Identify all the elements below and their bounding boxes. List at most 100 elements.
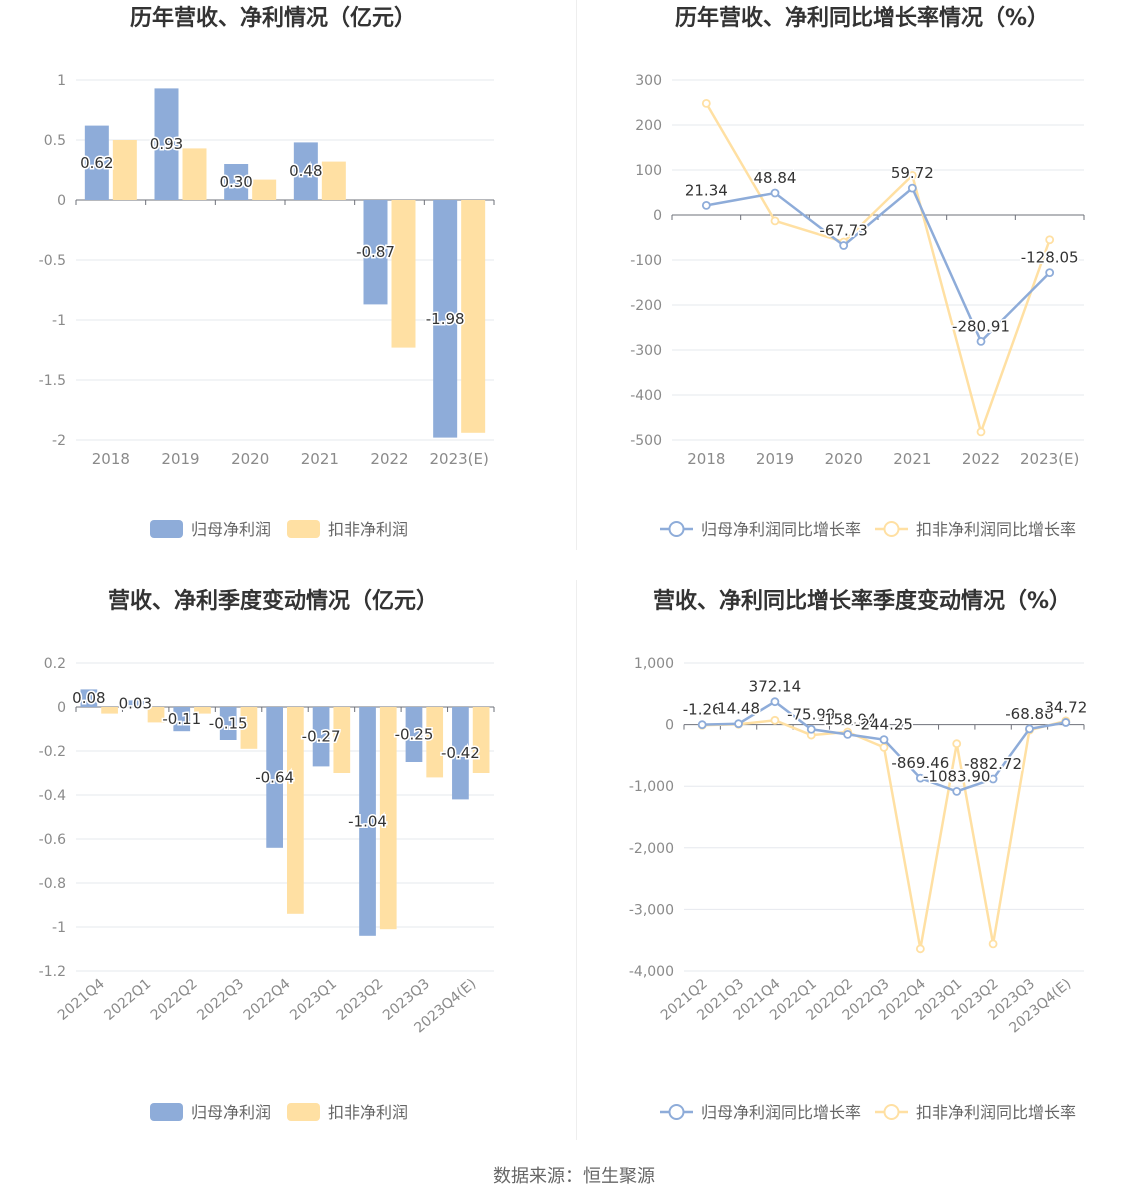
line-point: [1025, 724, 1034, 734]
bar-parent-net-profit: [80, 689, 98, 707]
data-label: -0.27: [302, 728, 341, 746]
bar-deducted-net-profit: [461, 200, 486, 433]
data-label: 0.30: [219, 173, 252, 191]
data-label: -68.86: [1005, 705, 1053, 723]
legend-label: 归母净利润: [191, 520, 271, 539]
bar-parent-net-profit: [452, 707, 469, 800]
data-label: -244.25: [855, 716, 913, 734]
legend-item: 归母净利润: [150, 1103, 271, 1122]
x-tick-label: 2021: [893, 450, 931, 468]
y-tick-label: -0.8: [39, 876, 66, 892]
x-tick-label: 2023(E): [429, 450, 488, 468]
data-label: 0.08: [72, 689, 105, 707]
data-label: 0.03: [119, 695, 152, 713]
line-point: [770, 188, 780, 198]
legend-item: 归母净利润同比增长率: [660, 520, 861, 539]
chart-title: 历年营收、净利同比增长率情况（%）: [675, 5, 1049, 31]
line-point: [879, 735, 889, 745]
data-label: -882.72: [964, 755, 1022, 773]
x-tick-label: 2022Q2: [148, 976, 201, 1024]
legend-swatch: [287, 1103, 320, 1121]
x-tick-label: 2018: [92, 450, 130, 468]
x-tick-label: 2020: [231, 450, 269, 468]
y-tick-label: 0.5: [44, 133, 66, 149]
y-tick-label: -1: [52, 920, 66, 936]
line-point: [879, 742, 889, 752]
chart-1: 历年营收、净利情况（亿元） 1 0.5 0 -0.5 -1 -1.5 -2 2018 2019 20…: [39, 5, 495, 539]
y-tick-label: -1,000: [629, 779, 674, 795]
legend-label: 扣非净利润: [328, 1103, 408, 1122]
legend-label: 扣非净利润同比增长率: [916, 1103, 1076, 1122]
bar-parent-net-profit: [126, 700, 144, 707]
chart-4: 营收、净利同比增长率季度变动情况（%） 1,000 0 -1,000 -2,000 -3,…: [629, 588, 1089, 1122]
data-label: -0.42: [441, 744, 480, 762]
data-label: -0.11: [162, 710, 201, 728]
data-label: -280.91: [952, 317, 1010, 335]
chart-title: 营收、净利季度变动情况（亿元）: [108, 588, 438, 614]
x-tick-label: 2022: [370, 450, 408, 468]
x-tick-label: 2023(E): [1020, 450, 1079, 468]
line-point: [907, 183, 917, 193]
line-point: [915, 944, 925, 954]
line-point: [770, 715, 780, 725]
x-tick-label: 2020: [825, 450, 863, 468]
y-tick-label: 0.2: [44, 656, 66, 672]
x-tick-label: 2022: [962, 450, 1000, 468]
y-tick-label: -0.5: [39, 253, 66, 269]
legend-label: 扣非净利润: [328, 520, 408, 539]
y-tick-label: -4,000: [629, 964, 674, 980]
y-tick-label: -1.5: [39, 373, 66, 389]
bar-deducted-net-profit: [426, 707, 444, 778]
line-point: [1045, 235, 1055, 245]
data-label: 0.62: [80, 154, 113, 172]
x-tick-label: 2022Q3: [194, 976, 247, 1024]
y-tick-label: 0: [57, 700, 66, 716]
bar-parent-net-profit: [84, 125, 109, 200]
bar-deducted-net-profit: [252, 179, 277, 200]
bar-parent-net-profit: [293, 142, 318, 200]
data-label: -158.94: [819, 710, 877, 728]
x-tick-label: 2023Q1: [287, 976, 340, 1024]
chart-3: 营收、净利季度变动情况（亿元） 0.2 0 -0.2 -0.4 -0.6 -0.8 -1 -1.…: [39, 588, 495, 1122]
data-label: 34.72: [1044, 698, 1087, 716]
data-label: 372.14: [749, 678, 802, 696]
line-deducted-growth: [705, 102, 1051, 437]
legend-marker: [883, 1104, 900, 1120]
line-point: [1045, 268, 1055, 278]
y-tick-label: 0: [665, 718, 674, 734]
data-label: -128.05: [1021, 249, 1079, 267]
x-tick-label: 2019: [161, 450, 199, 468]
line-point: [839, 241, 849, 250]
bar-deducted-net-profit: [321, 161, 346, 200]
legend-item: 扣非净利润: [287, 520, 408, 539]
legend-label: 扣非净利润同比增长率: [916, 520, 1076, 539]
y-tick-label: 100: [635, 163, 662, 179]
y-tick-label: -100: [630, 253, 662, 269]
x-tick-label: 2022Q4: [241, 976, 294, 1024]
data-source-text: 数据来源：恒生聚源: [493, 1166, 655, 1187]
y-tick-label: -0.4: [39, 788, 66, 804]
line-parent-growth: [706, 186, 1051, 344]
bar-deducted-net-profit: [472, 707, 490, 773]
legend-swatch: [287, 520, 320, 538]
bar-parent-net-profit: [154, 88, 179, 200]
line-point: [907, 170, 917, 180]
line-point: [843, 729, 853, 739]
data-label: -0.64: [255, 768, 294, 786]
x-tick-label: 2022Q1: [101, 976, 154, 1024]
line-point: [1061, 718, 1071, 727]
line-point: [701, 99, 711, 108]
bar-parent-net-profit: [266, 707, 283, 848]
bar-parent-net-profit: [405, 707, 423, 762]
bar-deducted-net-profit: [112, 140, 137, 200]
divider-bottom: [576, 580, 577, 1140]
bar-deducted-net-profit: [194, 707, 211, 714]
y-tick-label: -0.6: [39, 832, 66, 848]
y-tick-label: 1,000: [634, 656, 674, 672]
line-point: [697, 720, 707, 730]
y-tick-label: -0.2: [39, 744, 66, 760]
legend-label: 归母净利润: [191, 1103, 271, 1122]
legend-marker: [883, 521, 900, 537]
data-label: -0.87: [356, 243, 395, 261]
